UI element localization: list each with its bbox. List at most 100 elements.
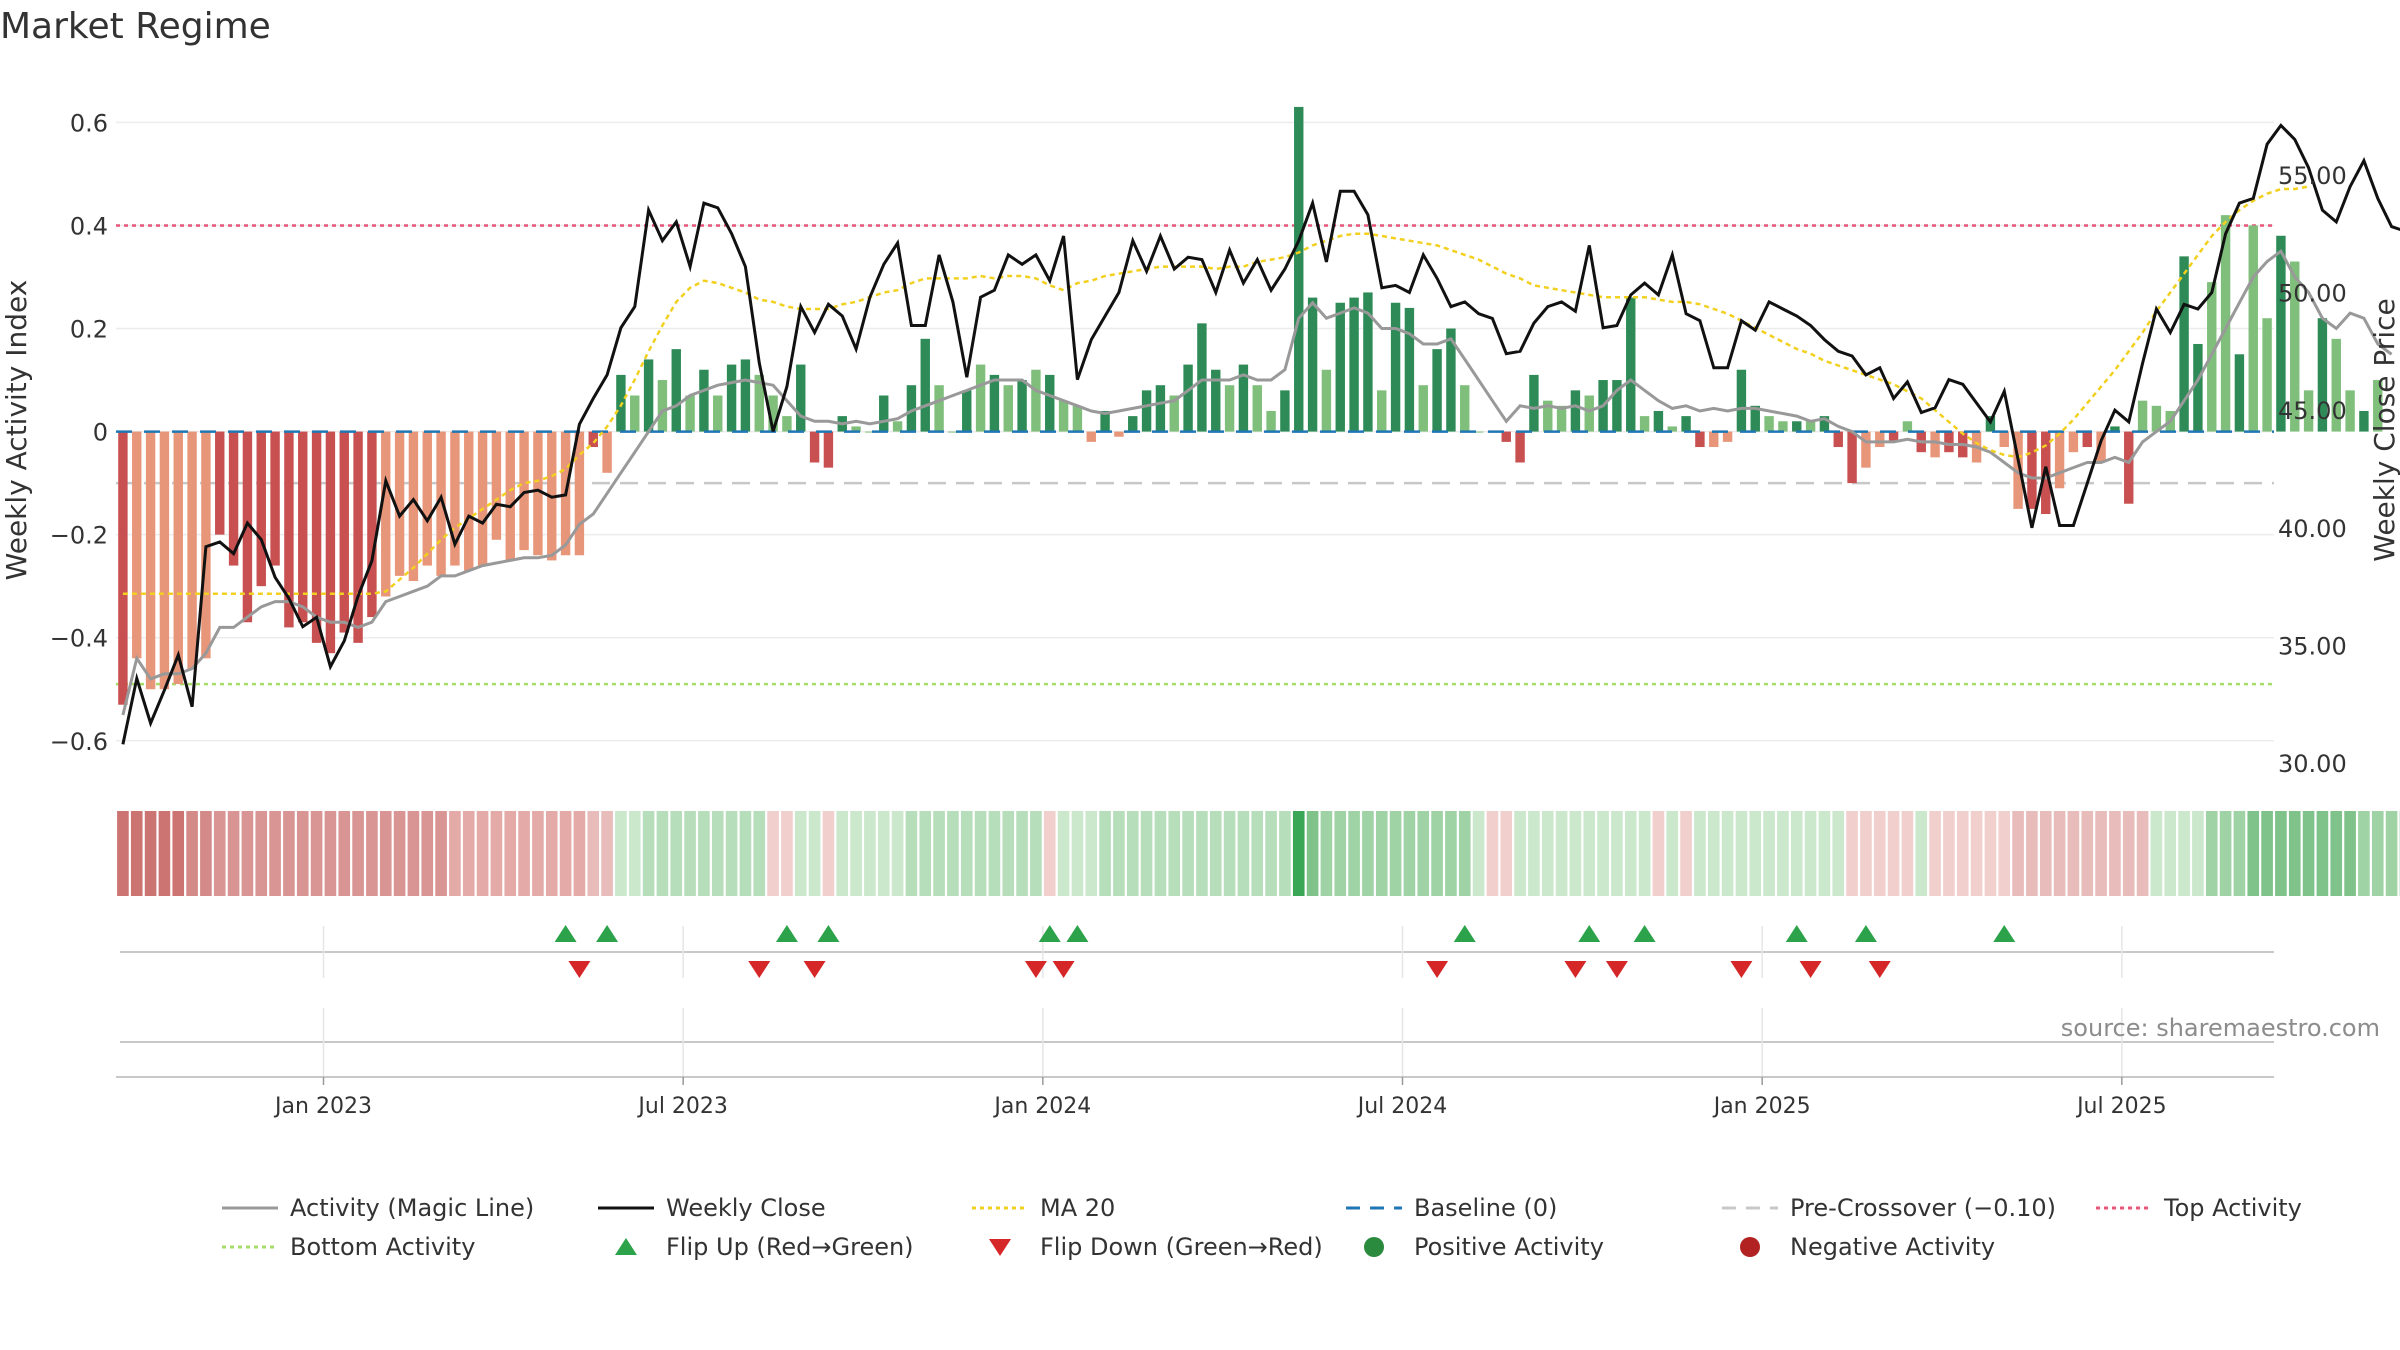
y2-tick-label: 50.00 xyxy=(2278,280,2347,308)
ribbon-cell xyxy=(864,811,876,896)
ribbon-cell xyxy=(2302,811,2315,896)
y-tick-label: 0.4 xyxy=(70,212,108,240)
ribbon-cell xyxy=(1030,811,1042,896)
ribbon-cell xyxy=(1196,811,1208,896)
activity-bar xyxy=(1944,431,1954,453)
activity-bar xyxy=(906,385,917,432)
ribbon-cell xyxy=(1611,811,1623,896)
activity-bar xyxy=(2110,426,2120,432)
activity-bar xyxy=(339,431,349,633)
activity-bar xyxy=(2151,405,2162,432)
flip-up-marker xyxy=(1066,925,1089,942)
flip-down-marker xyxy=(1426,961,1449,978)
ribbon-cell xyxy=(1514,811,1526,896)
x-tick-label: Jul 2024 xyxy=(1356,1094,1448,1119)
ribbon-cell xyxy=(1348,811,1360,896)
activity-bar xyxy=(132,431,142,659)
ribbon-cell xyxy=(1168,811,1181,896)
activity-panel xyxy=(116,106,2400,745)
ribbon-cell xyxy=(642,811,655,896)
activity-bar xyxy=(1653,410,1664,432)
ribbon-cell xyxy=(158,811,171,896)
activity-bar xyxy=(685,395,695,432)
activity-bar xyxy=(381,431,391,597)
ribbon-cell xyxy=(1223,811,1236,896)
activity-bar xyxy=(1432,349,1442,432)
ribbon-cell xyxy=(1984,811,1997,896)
activity-bar xyxy=(989,374,1000,432)
activity-bar xyxy=(2082,431,2092,448)
ribbon-cell xyxy=(504,811,517,896)
y2-axis-label: Weekly Close Price xyxy=(2368,298,2400,561)
flip-down-marker xyxy=(1564,961,1587,978)
ribbon-cell xyxy=(255,811,268,896)
ribbon-cell xyxy=(130,811,143,896)
flip-up-marker xyxy=(1578,925,1601,942)
activity-bar xyxy=(1556,405,1567,432)
ribbon-cell xyxy=(2109,811,2121,896)
ribbon-cell xyxy=(1721,811,1734,896)
x-tick-label: Jul 2023 xyxy=(636,1094,728,1119)
ribbon-cell xyxy=(1085,811,1098,896)
activity-bar xyxy=(1197,323,1207,432)
ma20-line xyxy=(122,185,2309,595)
ribbon-cell xyxy=(1445,811,1457,896)
ribbon-cell xyxy=(739,811,752,896)
activity-bar xyxy=(948,431,958,433)
activity-bar xyxy=(2220,215,2231,432)
ribbon-cell xyxy=(725,811,738,896)
ribbon-cell xyxy=(476,811,489,896)
activity-bar xyxy=(1377,390,1387,432)
ribbon-cell xyxy=(905,811,918,896)
flip-signal-panel xyxy=(120,925,2274,978)
ribbon-cell xyxy=(960,811,973,896)
activity-bar xyxy=(228,431,239,566)
ribbon-cell xyxy=(2136,811,2149,896)
activity-bar xyxy=(782,416,792,432)
y2-tick-label: 35.00 xyxy=(2278,633,2347,661)
ribbon-cell xyxy=(1818,811,1831,896)
activity-bar xyxy=(159,431,170,690)
x-tick-label: Jan 2025 xyxy=(1712,1094,1811,1119)
activity-bar xyxy=(505,431,515,561)
ribbon-cell xyxy=(1362,811,1374,896)
ribbon-cell xyxy=(1140,811,1153,896)
y-tick-label: −0.6 xyxy=(50,728,108,756)
ribbon-cell xyxy=(2385,811,2398,896)
ribbon-cell xyxy=(2095,811,2107,896)
activity-bar xyxy=(1252,385,1262,432)
ribbon-cell xyxy=(2330,811,2343,896)
ribbon-cell xyxy=(1956,811,1969,896)
activity-bar xyxy=(2290,261,2300,432)
activity-bar xyxy=(2234,354,2245,432)
ribbon-cell xyxy=(1638,811,1651,896)
flip-up-marker xyxy=(1038,925,1061,942)
ribbon-cell xyxy=(1624,811,1637,896)
activity-bar xyxy=(1335,302,1345,432)
ribbon-cell xyxy=(1569,811,1582,896)
ribbon-cell xyxy=(2081,811,2094,896)
activity-bar xyxy=(1612,380,1622,432)
ribbon-cell xyxy=(1887,811,1900,896)
ribbon-cell xyxy=(283,811,295,896)
flip-up-marker xyxy=(1633,925,1656,942)
activity-bar xyxy=(284,431,294,628)
ribbon-cell xyxy=(2178,811,2190,896)
ribbon-cell xyxy=(338,811,351,896)
ribbon-cell xyxy=(1306,811,1319,896)
ribbon-cell xyxy=(1251,811,1264,896)
ribbon-cell xyxy=(1804,811,1817,896)
ribbon-cell xyxy=(1943,811,1955,896)
ribbon-cell xyxy=(1057,811,1070,896)
activity-bar xyxy=(2124,431,2134,504)
flip-down-marker xyxy=(1730,961,1753,978)
ribbon-cell xyxy=(1182,811,1194,896)
ribbon-cell xyxy=(698,811,710,896)
activity-bar xyxy=(657,380,668,432)
ribbon-cell xyxy=(1320,811,1333,896)
activity-bar xyxy=(491,431,502,540)
ribbon-cell xyxy=(1707,811,1720,896)
activity-bar xyxy=(754,374,764,432)
activity-bar xyxy=(367,431,377,618)
